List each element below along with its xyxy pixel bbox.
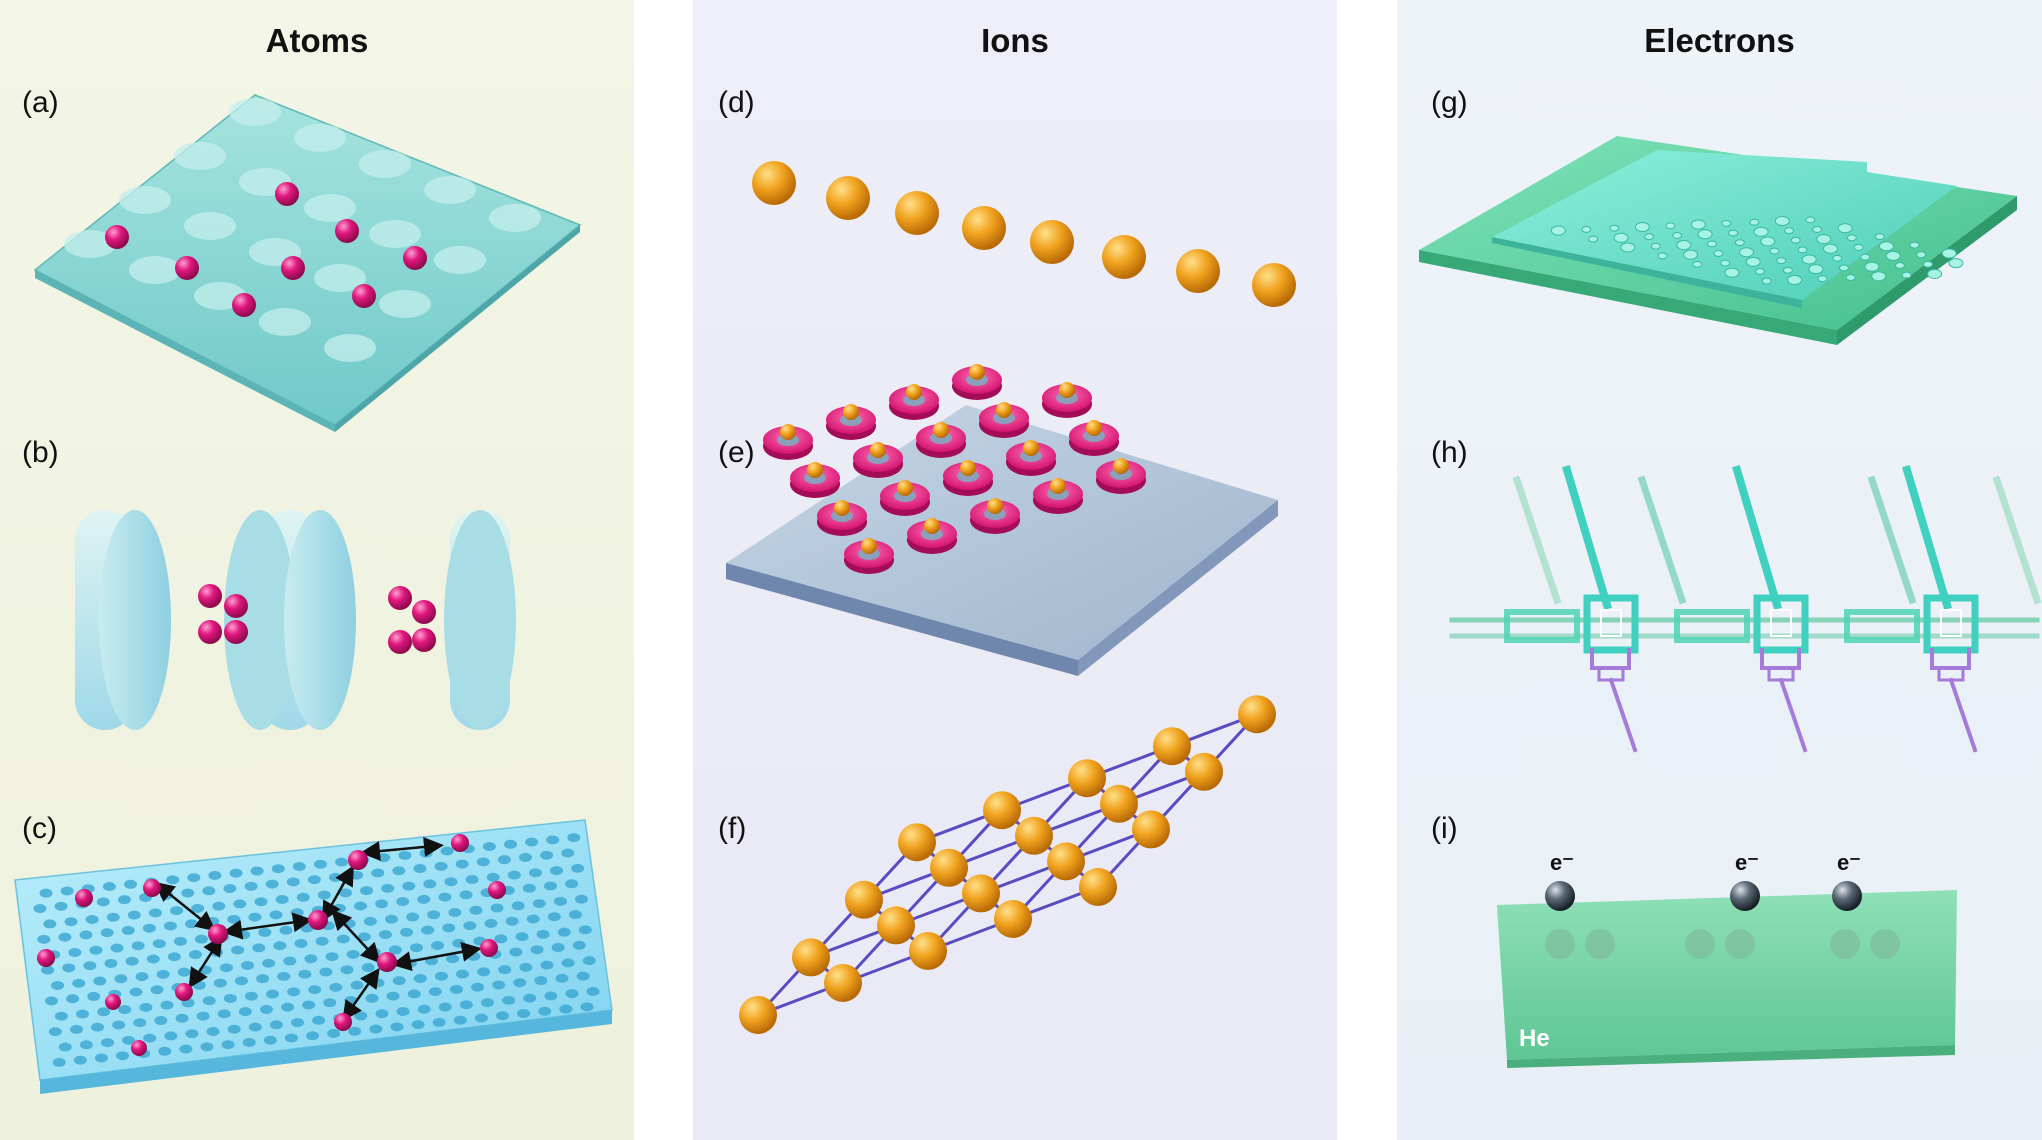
panel-label-i: (i) <box>1431 812 1458 845</box>
column-title-ions: Ions <box>981 22 1049 59</box>
electrons-on-helium: e⁻ e⁻ e⁻ He <box>1497 850 1957 1068</box>
cavity-atoms-right <box>388 586 436 654</box>
lattice-atoms <box>105 182 427 317</box>
panel-label-g: (g) <box>1431 86 1468 119</box>
column-ions: Ions (d) (e) (f) <box>693 0 1337 1140</box>
cavity-mirror-1 <box>75 510 171 730</box>
electron-label-1: e⁻ <box>1550 850 1574 875</box>
panel-label-e: (e) <box>718 436 755 469</box>
optical-lattice-surface <box>33 94 582 432</box>
panel-label-a: (a) <box>22 86 59 119</box>
helium-label: He <box>1519 1025 1550 1052</box>
linear-ion-chain <box>752 161 1296 307</box>
trap-electrodes <box>763 364 1146 574</box>
panel-label-b: (b) <box>22 436 59 469</box>
superconducting-circuit <box>1449 465 2042 753</box>
crystal-holes <box>33 833 600 1067</box>
column-title-atoms: Atoms <box>265 22 369 59</box>
panel-label-c: (c) <box>22 812 57 845</box>
circuit-lines <box>1449 465 2042 753</box>
photonic-crystal-slab <box>14 819 613 1094</box>
cavity-mirror-3 <box>444 510 516 730</box>
cavity-atoms-left <box>198 584 248 644</box>
cavity-mirror-2 <box>224 510 356 730</box>
electron-label-2: e⁻ <box>1735 850 1759 875</box>
crystal-arrows <box>154 836 482 1022</box>
surface-trap-array <box>726 364 1278 676</box>
panel-label-f: (f) <box>718 812 747 845</box>
coupled-cavities <box>75 510 516 730</box>
panel-label-h: (h) <box>1431 436 1468 469</box>
quantum-dots <box>1550 215 1964 285</box>
electron-label-3: e⁻ <box>1837 850 1861 875</box>
column-title-electrons: Electrons <box>1644 22 1795 59</box>
crystal-atoms <box>37 834 506 1056</box>
column-atoms: Atoms (a) (b) (c) <box>0 0 634 1140</box>
ion-crystal-lattice <box>739 695 1276 1034</box>
panel-label-d: (d) <box>718 86 755 119</box>
column-electrons: Electrons (g) (h) (i) <box>1397 0 2042 1140</box>
image-charges <box>1545 929 1900 959</box>
quantum-dot-chip <box>1419 136 2017 345</box>
electrons <box>1545 881 1862 911</box>
ion-lattice-nodes <box>739 695 1276 1034</box>
